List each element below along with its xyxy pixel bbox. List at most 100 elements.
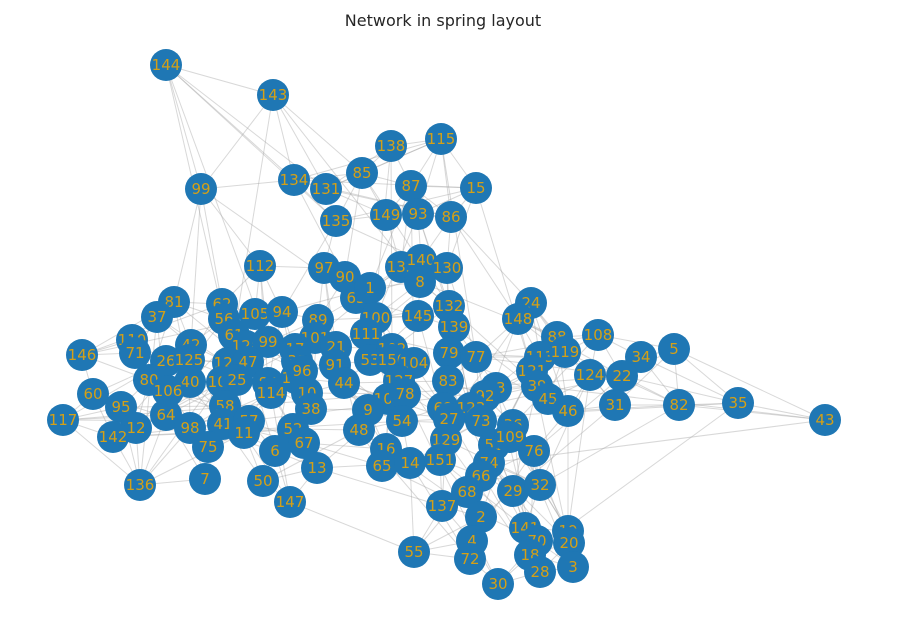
graph-node: 67 — [288, 427, 320, 459]
graph-node: 77 — [460, 341, 492, 373]
node-label: 86 — [441, 208, 460, 226]
graph-node: 86 — [435, 201, 467, 233]
node-label: 20 — [559, 534, 578, 552]
node-circle — [425, 123, 457, 155]
node-label: 135 — [322, 212, 351, 230]
node-label: 38 — [301, 400, 320, 418]
node-label: 138 — [377, 137, 406, 155]
node-label: 137 — [428, 497, 457, 515]
graph-node: 68 — [451, 476, 483, 508]
graph-node: 35 — [722, 387, 754, 419]
node-circle — [451, 476, 483, 508]
graph-node: 99 — [252, 326, 284, 358]
node-circle — [460, 341, 492, 373]
node-circle — [278, 164, 310, 196]
edge — [316, 467, 443, 507]
graph-node: 22 — [606, 360, 638, 392]
node-label: 72 — [460, 550, 479, 568]
node-label: 75 — [198, 438, 217, 456]
node-label: 94 — [272, 303, 291, 321]
graph-node: 112 — [244, 250, 276, 282]
graph-node: 137 — [426, 490, 458, 522]
node-label: 41 — [213, 415, 232, 433]
node-circle — [47, 404, 79, 436]
graph-node: 134 — [278, 164, 310, 196]
node-label: 12 — [126, 419, 145, 437]
node-circle — [424, 444, 456, 476]
node-label: 117 — [49, 411, 78, 429]
node-circle — [386, 405, 418, 437]
node-label: 149 — [372, 206, 401, 224]
node-label: 22 — [612, 367, 631, 385]
node-label: 139 — [440, 318, 469, 336]
node-circle — [252, 326, 284, 358]
node-label: 64 — [156, 406, 175, 424]
node-label: 40 — [180, 373, 199, 391]
graph-node: 142 — [97, 421, 129, 453]
graph-node: 114 — [255, 377, 287, 409]
edge — [640, 356, 739, 404]
graph-node: 148 — [502, 303, 534, 335]
chart-title: Network in spring layout — [344, 11, 542, 30]
node-label: 27 — [439, 410, 458, 428]
node-circle — [502, 303, 534, 335]
node-circle — [518, 435, 550, 467]
node-label: 34 — [631, 348, 650, 366]
graph-node: 106 — [152, 375, 184, 407]
node-circle — [192, 431, 224, 463]
node-label: 124 — [576, 366, 605, 384]
graph-node: 138 — [375, 130, 407, 162]
edge — [165, 64, 269, 343]
node-label: 26 — [156, 352, 175, 370]
node-circle — [239, 298, 271, 330]
graph-node: 145 — [402, 300, 434, 332]
node-label: 131 — [312, 180, 341, 198]
node-label: 8 — [415, 273, 425, 291]
graph-node: 7 — [189, 463, 221, 495]
node-label: 37 — [147, 308, 166, 326]
node-label: 9 — [363, 401, 373, 419]
node-circle — [370, 199, 402, 231]
node-circle — [346, 157, 378, 189]
node-circle — [310, 173, 342, 205]
node-circle — [431, 252, 463, 284]
node-circle — [557, 551, 589, 583]
node-label: 76 — [524, 442, 543, 460]
node-label: 2 — [476, 508, 486, 526]
node-circle — [465, 405, 497, 437]
node-circle — [185, 173, 217, 205]
node-label: 147 — [276, 493, 305, 511]
edge — [165, 64, 274, 96]
node-circle — [524, 556, 556, 588]
node-circle — [150, 49, 182, 81]
edge — [450, 216, 519, 320]
node-circle — [574, 359, 606, 391]
node-label: 65 — [372, 457, 391, 475]
graph-node: 46 — [552, 395, 584, 427]
edge — [139, 432, 245, 486]
node-circle — [244, 250, 276, 282]
graph-node: 111 — [350, 318, 382, 350]
edge — [165, 64, 295, 181]
node-label: 54 — [392, 412, 411, 430]
edge — [673, 348, 826, 421]
node-circle — [402, 300, 434, 332]
node-label: 146 — [68, 346, 97, 364]
node-label: 46 — [558, 402, 577, 420]
edge — [440, 138, 477, 358]
node-label: 98 — [180, 419, 199, 437]
node-label: 132 — [435, 297, 464, 315]
edge — [344, 172, 363, 278]
node-label: 83 — [438, 372, 457, 390]
graph-node: 20 — [553, 527, 585, 559]
node-circle — [354, 272, 386, 304]
node-circle — [274, 486, 306, 518]
graph-node: 105 — [239, 298, 271, 330]
node-circle — [599, 389, 631, 421]
node-circle — [221, 364, 253, 396]
node-circle — [402, 198, 434, 230]
graph-node: 147 — [274, 486, 306, 518]
node-circle — [141, 301, 173, 333]
graph-node: 73 — [465, 405, 497, 437]
